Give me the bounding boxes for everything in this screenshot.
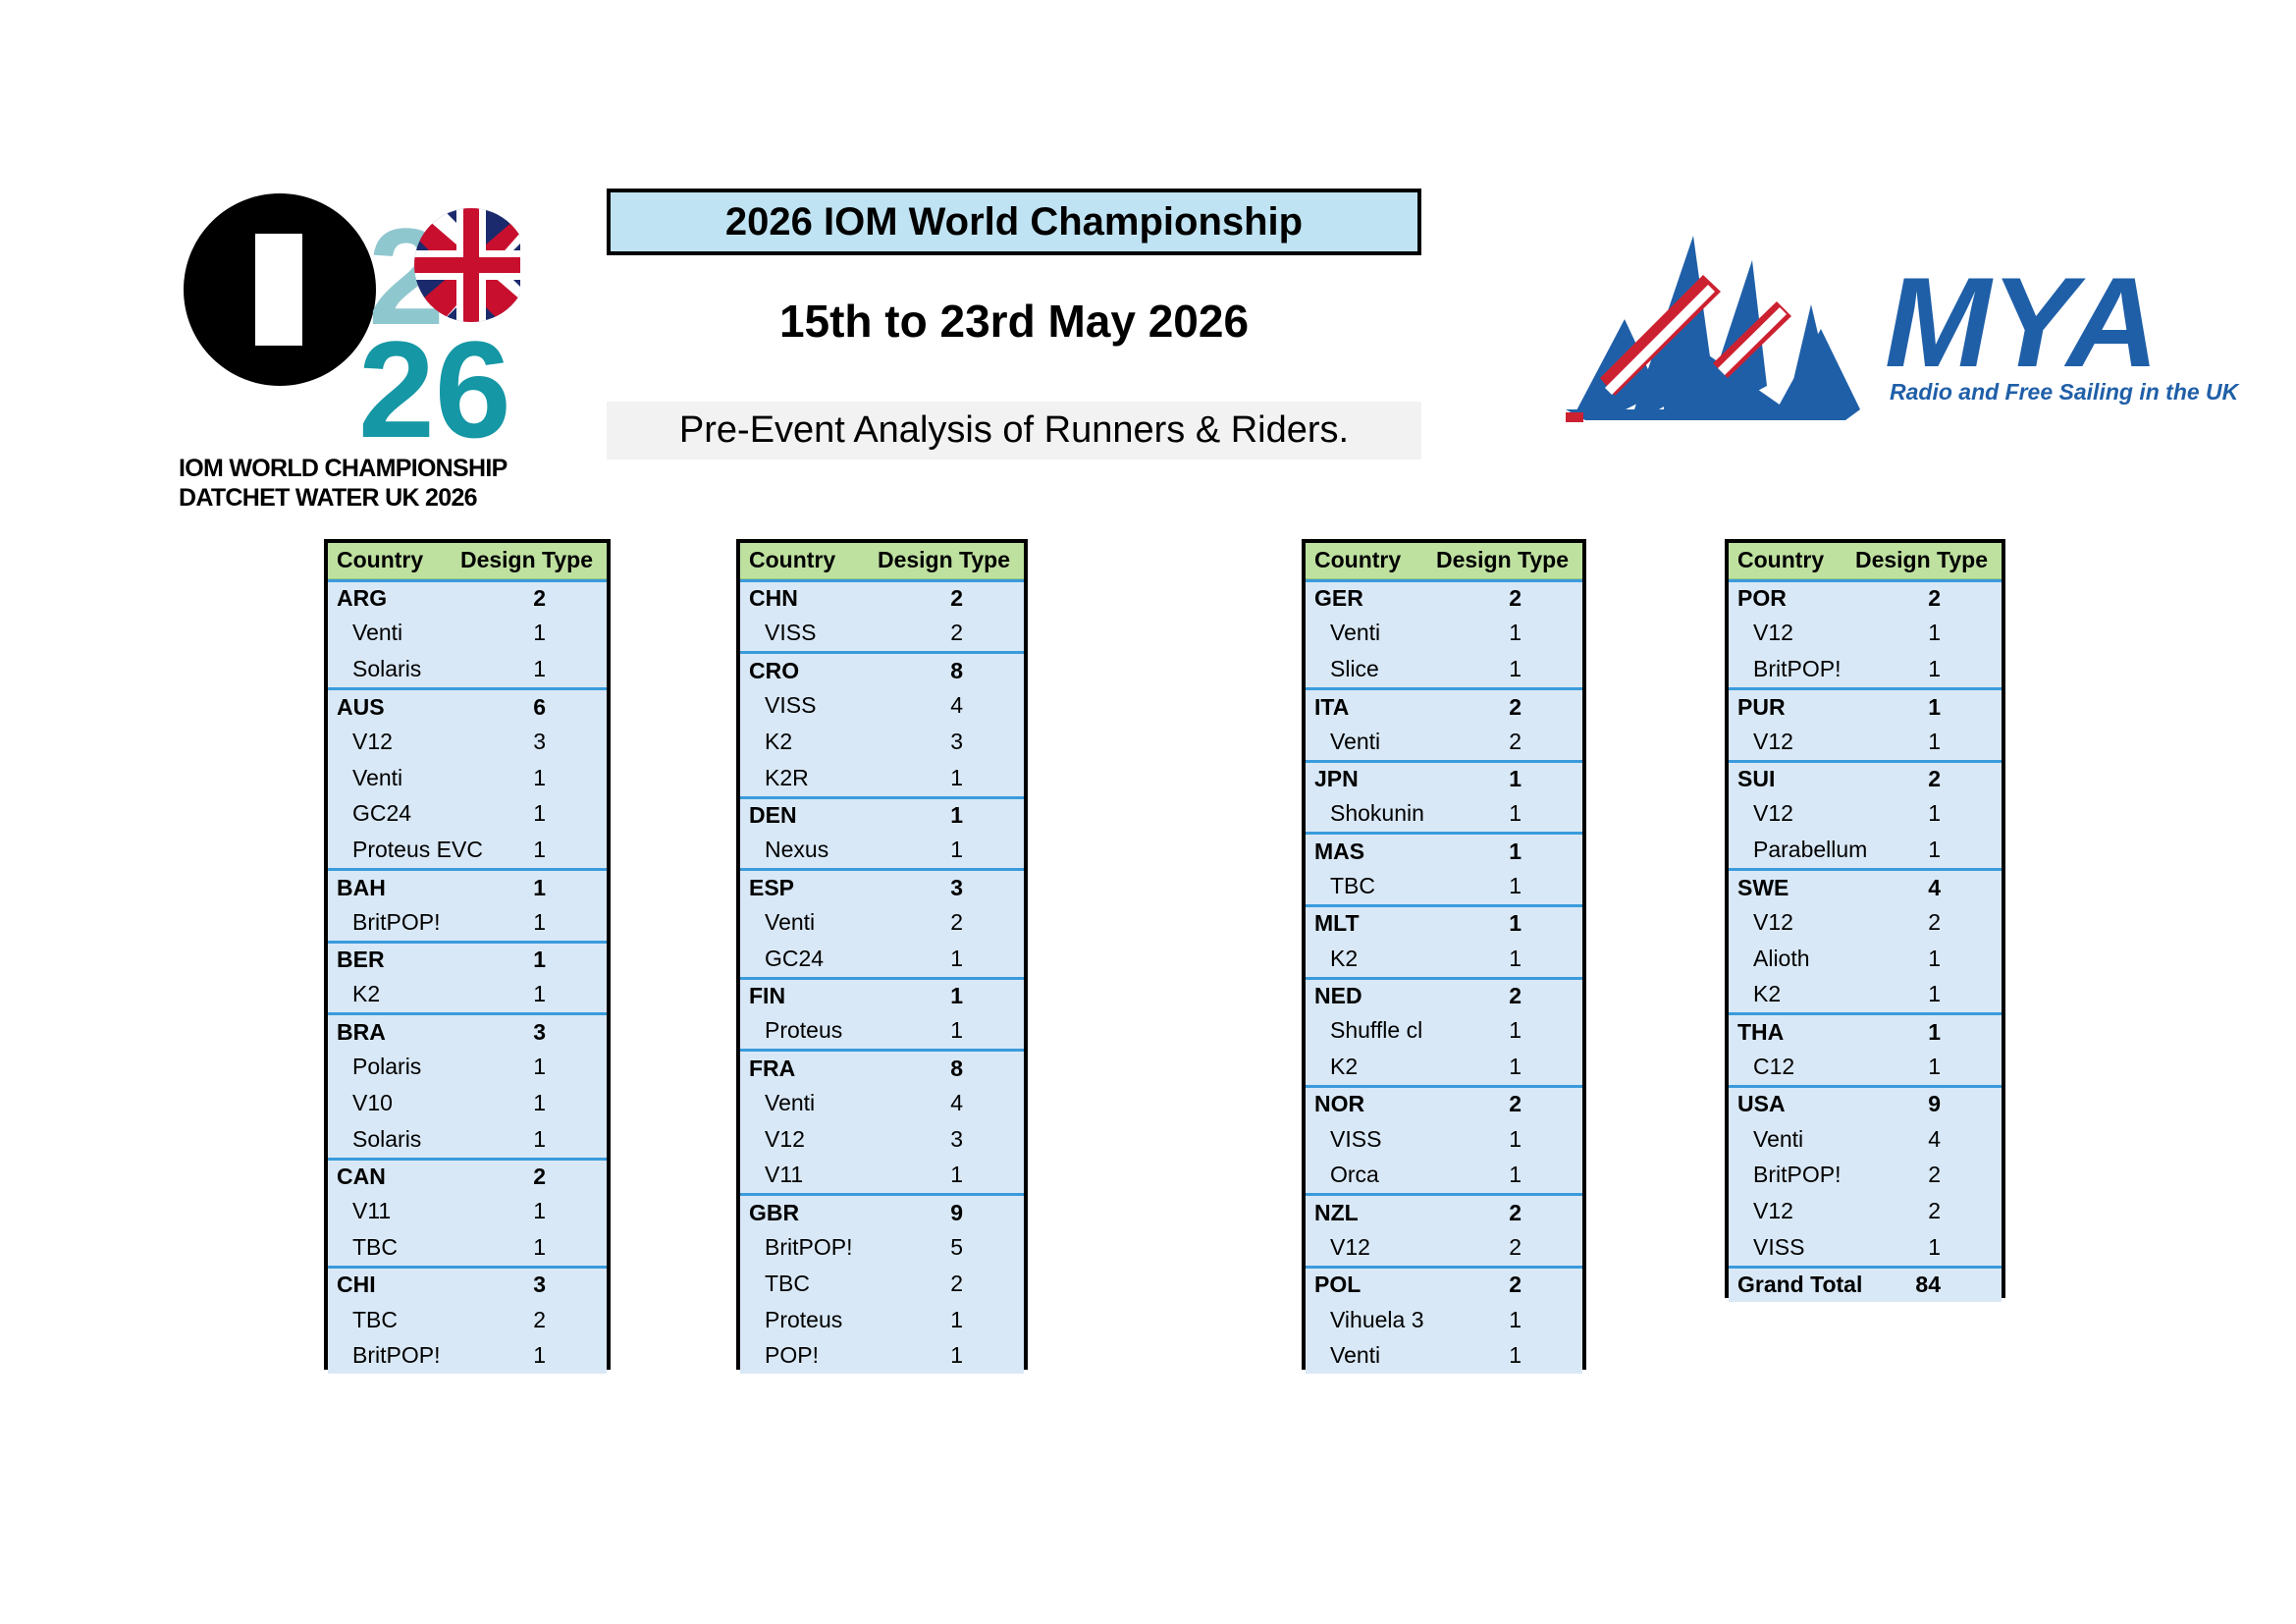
svg-text:MYA: MYA: [1885, 250, 2159, 394]
svg-text:26: 26: [358, 312, 511, 466]
svg-text:Radio and Free Sailing in the: Radio and Free Sailing in the UK: [1890, 379, 2240, 405]
